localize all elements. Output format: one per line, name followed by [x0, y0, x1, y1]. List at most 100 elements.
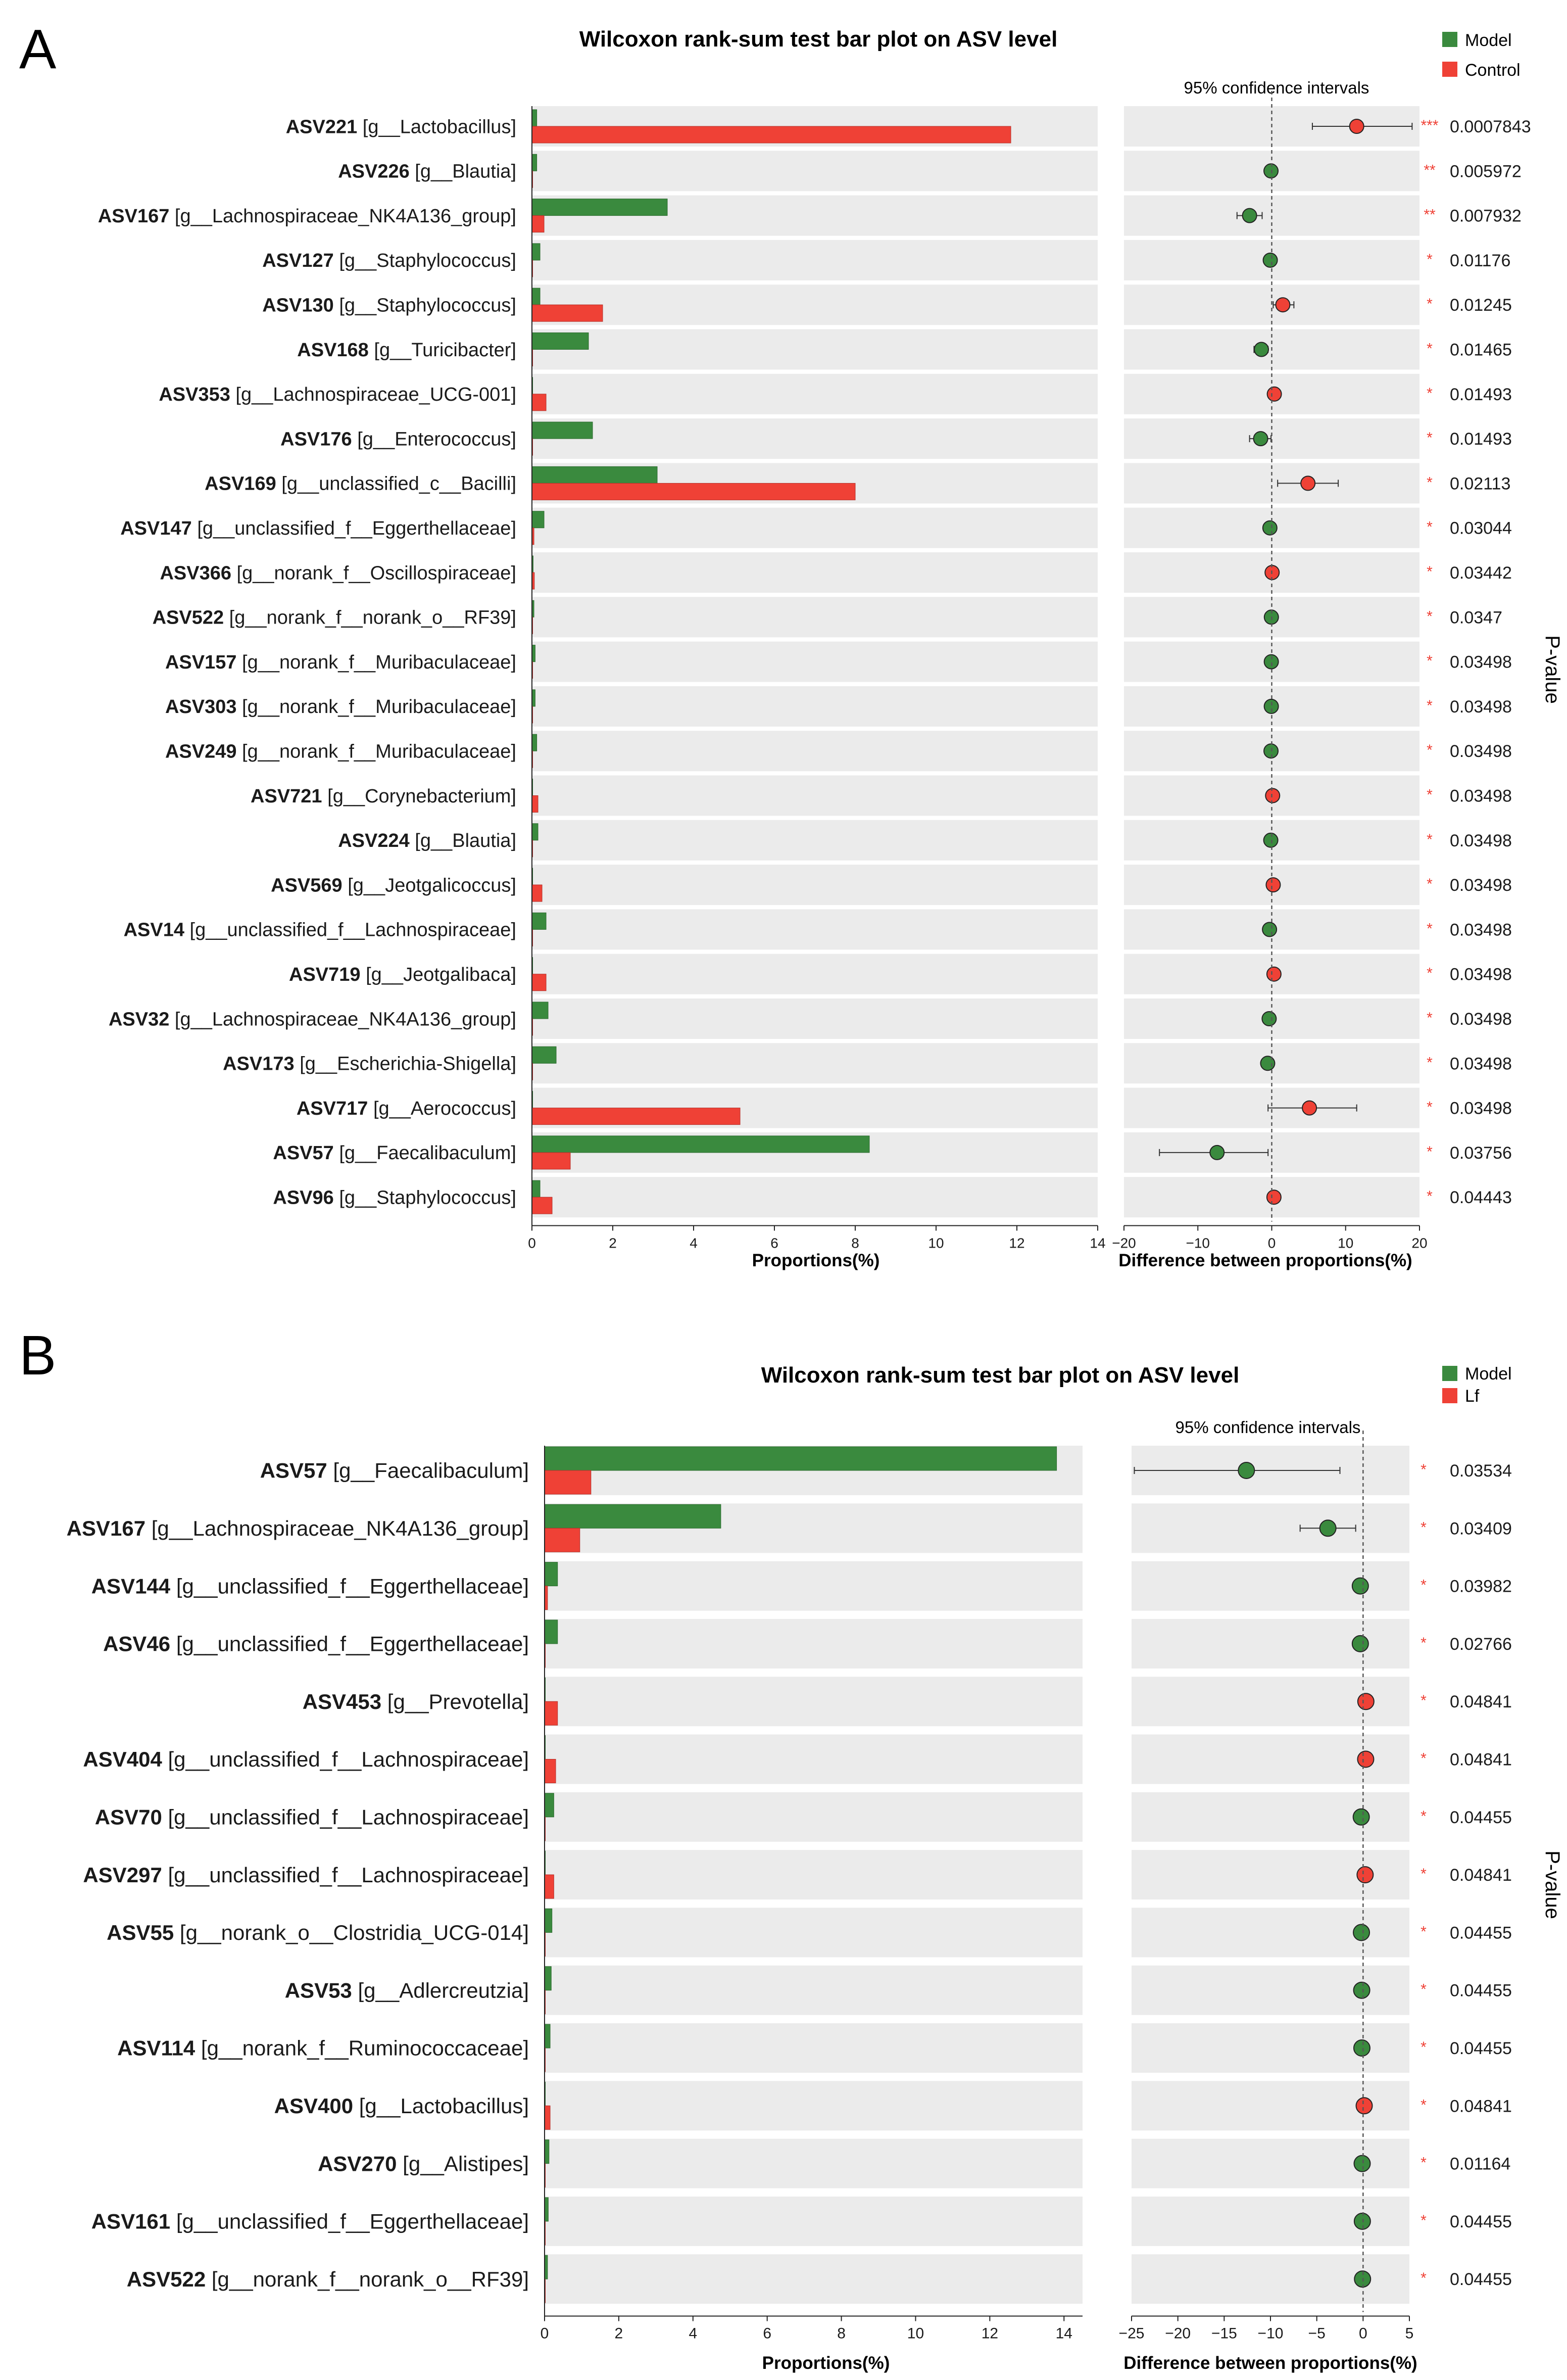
- panel-a-bar-model-asv127-3: [531, 243, 541, 261]
- panel-a-p-value-asv366-10: 0.03442: [1450, 563, 1512, 583]
- panel-b-row-label-asv270-12: ASV270 [g__Alistipes]: [318, 2152, 529, 2175]
- panel-a-bar-control-asv721-15: [531, 795, 538, 813]
- panel-a-x-tick-label-4: 4: [690, 1235, 698, 1251]
- panel-a-sig-stars-asv96-24: *: [1427, 1188, 1433, 1205]
- panel-a-sig-stars-asv57-23: *: [1427, 1144, 1433, 1160]
- panel-b-p-value-asv70-6: 0.04455: [1450, 1808, 1512, 1827]
- panel-a-bar-model-asv224-16: [531, 823, 538, 841]
- panel-b-ci-x-tick-label--15: −15: [1211, 2325, 1237, 2342]
- panel-a-ci-point-asv57-23: [1209, 1145, 1225, 1160]
- panel-b-legend-lf-swatch: [1442, 1388, 1457, 1403]
- panel-a-p-value-asv717-22: 0.03498: [1450, 1099, 1512, 1118]
- panel-a-ci-point-asv167-2: [1242, 208, 1257, 223]
- panel-b-p-value-asv400-11: 0.04841: [1450, 2097, 1512, 2116]
- panel-a-bar-model-asv176-7: [531, 421, 593, 439]
- panel-b-row-label-asv297-7: ASV297 [g__unclassified_f__Lachnospirace…: [83, 1863, 529, 1887]
- panel-a-p-value-asv96-24: 0.04443: [1450, 1188, 1512, 1207]
- panel-a-bar-control-asv167-2: [531, 215, 545, 233]
- panel-b-p-value-asv57-0: 0.03534: [1450, 1461, 1512, 1481]
- panel-b-bar-model-asv57-0: [544, 1446, 1057, 1471]
- panel-a-p-value-asv176-7: 0.01493: [1450, 430, 1512, 449]
- panel-a-bar-model-asv96-24: [531, 1180, 541, 1198]
- panel-a-ci-point-asv176-7: [1253, 431, 1268, 447]
- panel-a-row-label-asv366-10: ASV366 [g__norank_f__Oscillospiraceae]: [160, 562, 516, 584]
- panel-a-ci-point-asv719-19: [1266, 966, 1282, 982]
- panel-a-p-value-asv224-16: 0.03498: [1450, 831, 1512, 850]
- panel-a-ci-point-asv127-3: [1262, 252, 1278, 268]
- panel-b-x-tick-label-14: 14: [1056, 2325, 1072, 2342]
- panel-b-ci-x-tick-label-5: 5: [1405, 2325, 1414, 2342]
- panel-b-ci-x-tick-label-0: 0: [1359, 2325, 1367, 2342]
- panel-a-bar-model-asv14-18: [531, 912, 547, 930]
- panel-b-row-band-asv522-14: [545, 2254, 1083, 2304]
- panel-b-bar-lf-asv57-0: [544, 1470, 592, 1495]
- panel-a-row-band-asv157-12: [532, 641, 1098, 682]
- panel-a-sig-stars-asv32-20: *: [1427, 1010, 1433, 1026]
- panel-a-ci-point-asv569-17: [1265, 877, 1281, 893]
- panel-a-ci-x-tick-label-20: 20: [1411, 1235, 1427, 1251]
- panel-a-row-band-asv147-9: [532, 507, 1098, 548]
- panel-a-p-value-asv522-11: 0.0347: [1450, 608, 1502, 627]
- panel-b-row-band-asv114-10: [545, 2023, 1083, 2073]
- panel-b-sig-stars-asv46-3: *: [1421, 1635, 1427, 1651]
- panel-a-bar-model-asv130-4: [531, 288, 541, 305]
- panel-a-bar-control-asv130-4: [531, 304, 603, 322]
- panel-b-row-band-asv53-9: [545, 1965, 1083, 2015]
- panel-a-p-value-asv569-17: 0.03498: [1450, 876, 1512, 895]
- panel-a-row-band-asv176-7: [532, 418, 1098, 459]
- panel-b-ci-point-asv55-8: [1353, 1924, 1370, 1941]
- panel-a-x-axis-label: Proportions(%): [752, 1251, 880, 1270]
- panel-b-ci-x-axis-label: Difference between proportions(%): [1123, 2353, 1417, 2373]
- panel-a-sig-stars-asv249-14: *: [1427, 742, 1433, 758]
- panel-b-title: Wilcoxon rank-sum test bar plot on ASV l…: [761, 1363, 1240, 1388]
- panel-b-sig-stars-asv297-7: *: [1421, 1866, 1427, 1882]
- panel-b-row-label-asv404-5: ASV404 [g__unclassified_f__Lachnospirace…: [83, 1747, 529, 1771]
- panel-b-p-value-asv522-14: 0.04455: [1450, 2270, 1512, 2289]
- panel-b-row-label-asv114-10: ASV114 [g__norank_f__Ruminococcaceae]: [117, 2036, 529, 2060]
- panel-a-row-band-asv249-14: [532, 731, 1098, 772]
- panel-a-row-label-asv168-5: ASV168 [g__Turicibacter]: [297, 340, 516, 361]
- panel-a-sig-stars-asv130-4: *: [1427, 296, 1433, 312]
- panel-a-ci-point-asv173-21: [1260, 1056, 1276, 1071]
- panel-a-row-band-asv719-19: [532, 954, 1098, 994]
- panel-b-ci-point-asv167-1: [1319, 1519, 1337, 1537]
- panel-a-bar-model-asv147-9: [531, 511, 545, 529]
- panel-b-sig-stars-asv404-5: *: [1421, 1750, 1427, 1767]
- panel-a-p-value-asv14-18: 0.03498: [1450, 920, 1512, 939]
- panel-a-row-band-asv127-3: [532, 240, 1098, 280]
- panel-a-row-label-asv14-18: ASV14 [g__unclassified_f__Lachnospiracea…: [124, 920, 516, 941]
- panel-a-ci-x-tick-label-0: 0: [1268, 1235, 1276, 1251]
- panel-b-p-value-asv144-2: 0.03982: [1450, 1577, 1512, 1596]
- panel-a-ci-point-asv96-24: [1266, 1189, 1282, 1205]
- panel-a-row-label-asv173-21: ASV173 [g__Escherichia-Shigella]: [223, 1054, 516, 1075]
- panel-a-sig-stars-asv569-17: *: [1427, 876, 1433, 892]
- panel-a-bar-model-asv173-21: [531, 1046, 557, 1064]
- panel-a-row-band-asv569-17: [532, 865, 1098, 906]
- panel-a-bar-control-asv96-24: [531, 1197, 553, 1214]
- panel-a-bar-control-asv569-17: [531, 884, 543, 902]
- panel-b-row-label-asv46-3: ASV46 [g__unclassified_f__Eggerthellacea…: [103, 1632, 529, 1656]
- panel-a-ci-point-asv717-22: [1302, 1100, 1317, 1116]
- panel-b-row-label-asv522-14: ASV522 [g__norank_f__norank_o__RF39]: [127, 2267, 529, 2291]
- panel-b-ci-point-asv453-4: [1357, 1693, 1375, 1710]
- panel-a-ci-point-asv157-12: [1263, 654, 1279, 670]
- panel-b-row-band-asv297-7: [545, 1850, 1083, 1900]
- panel-a-sig-stars-asv147-9: *: [1427, 519, 1433, 536]
- panel-a-ci-point-asv226-1: [1263, 163, 1279, 179]
- panel-b-ci-point-asv53-9: [1353, 1981, 1370, 1999]
- panel-b-bar-lf-asv167-1: [544, 1528, 580, 1552]
- panel-a-p-value-asv130-4: 0.01245: [1450, 296, 1512, 315]
- panel-b-ci-x-tick-label--25: −25: [1119, 2325, 1145, 2342]
- panel-b-row-label-asv53-9: ASV53 [g__Adlercreutzia]: [285, 1978, 529, 2002]
- panel-a-p-value-asv249-14: 0.03498: [1450, 742, 1512, 761]
- panel-b-p-value-asv161-13: 0.04455: [1450, 2212, 1512, 2231]
- panel-b-x-tick-label-8: 8: [837, 2325, 846, 2342]
- panel-b-legend-lf-label: Lf: [1465, 1387, 1480, 1406]
- panel-b-sig-stars-asv161-13: *: [1421, 2212, 1427, 2229]
- panel-b-bar-model-asv70-6: [544, 1793, 554, 1818]
- panel-a-row-label-asv719-19: ASV719 [g__Jeotgalibaca]: [289, 964, 516, 985]
- panel-a-bar-control-asv169-8: [531, 483, 856, 500]
- panel-a-row-band-asv32-20: [532, 998, 1098, 1039]
- panel-a: A Wilcoxon rank-sum test bar plot on ASV…: [19, 18, 1563, 1270]
- panel-a-legend-model-swatch: [1442, 32, 1457, 47]
